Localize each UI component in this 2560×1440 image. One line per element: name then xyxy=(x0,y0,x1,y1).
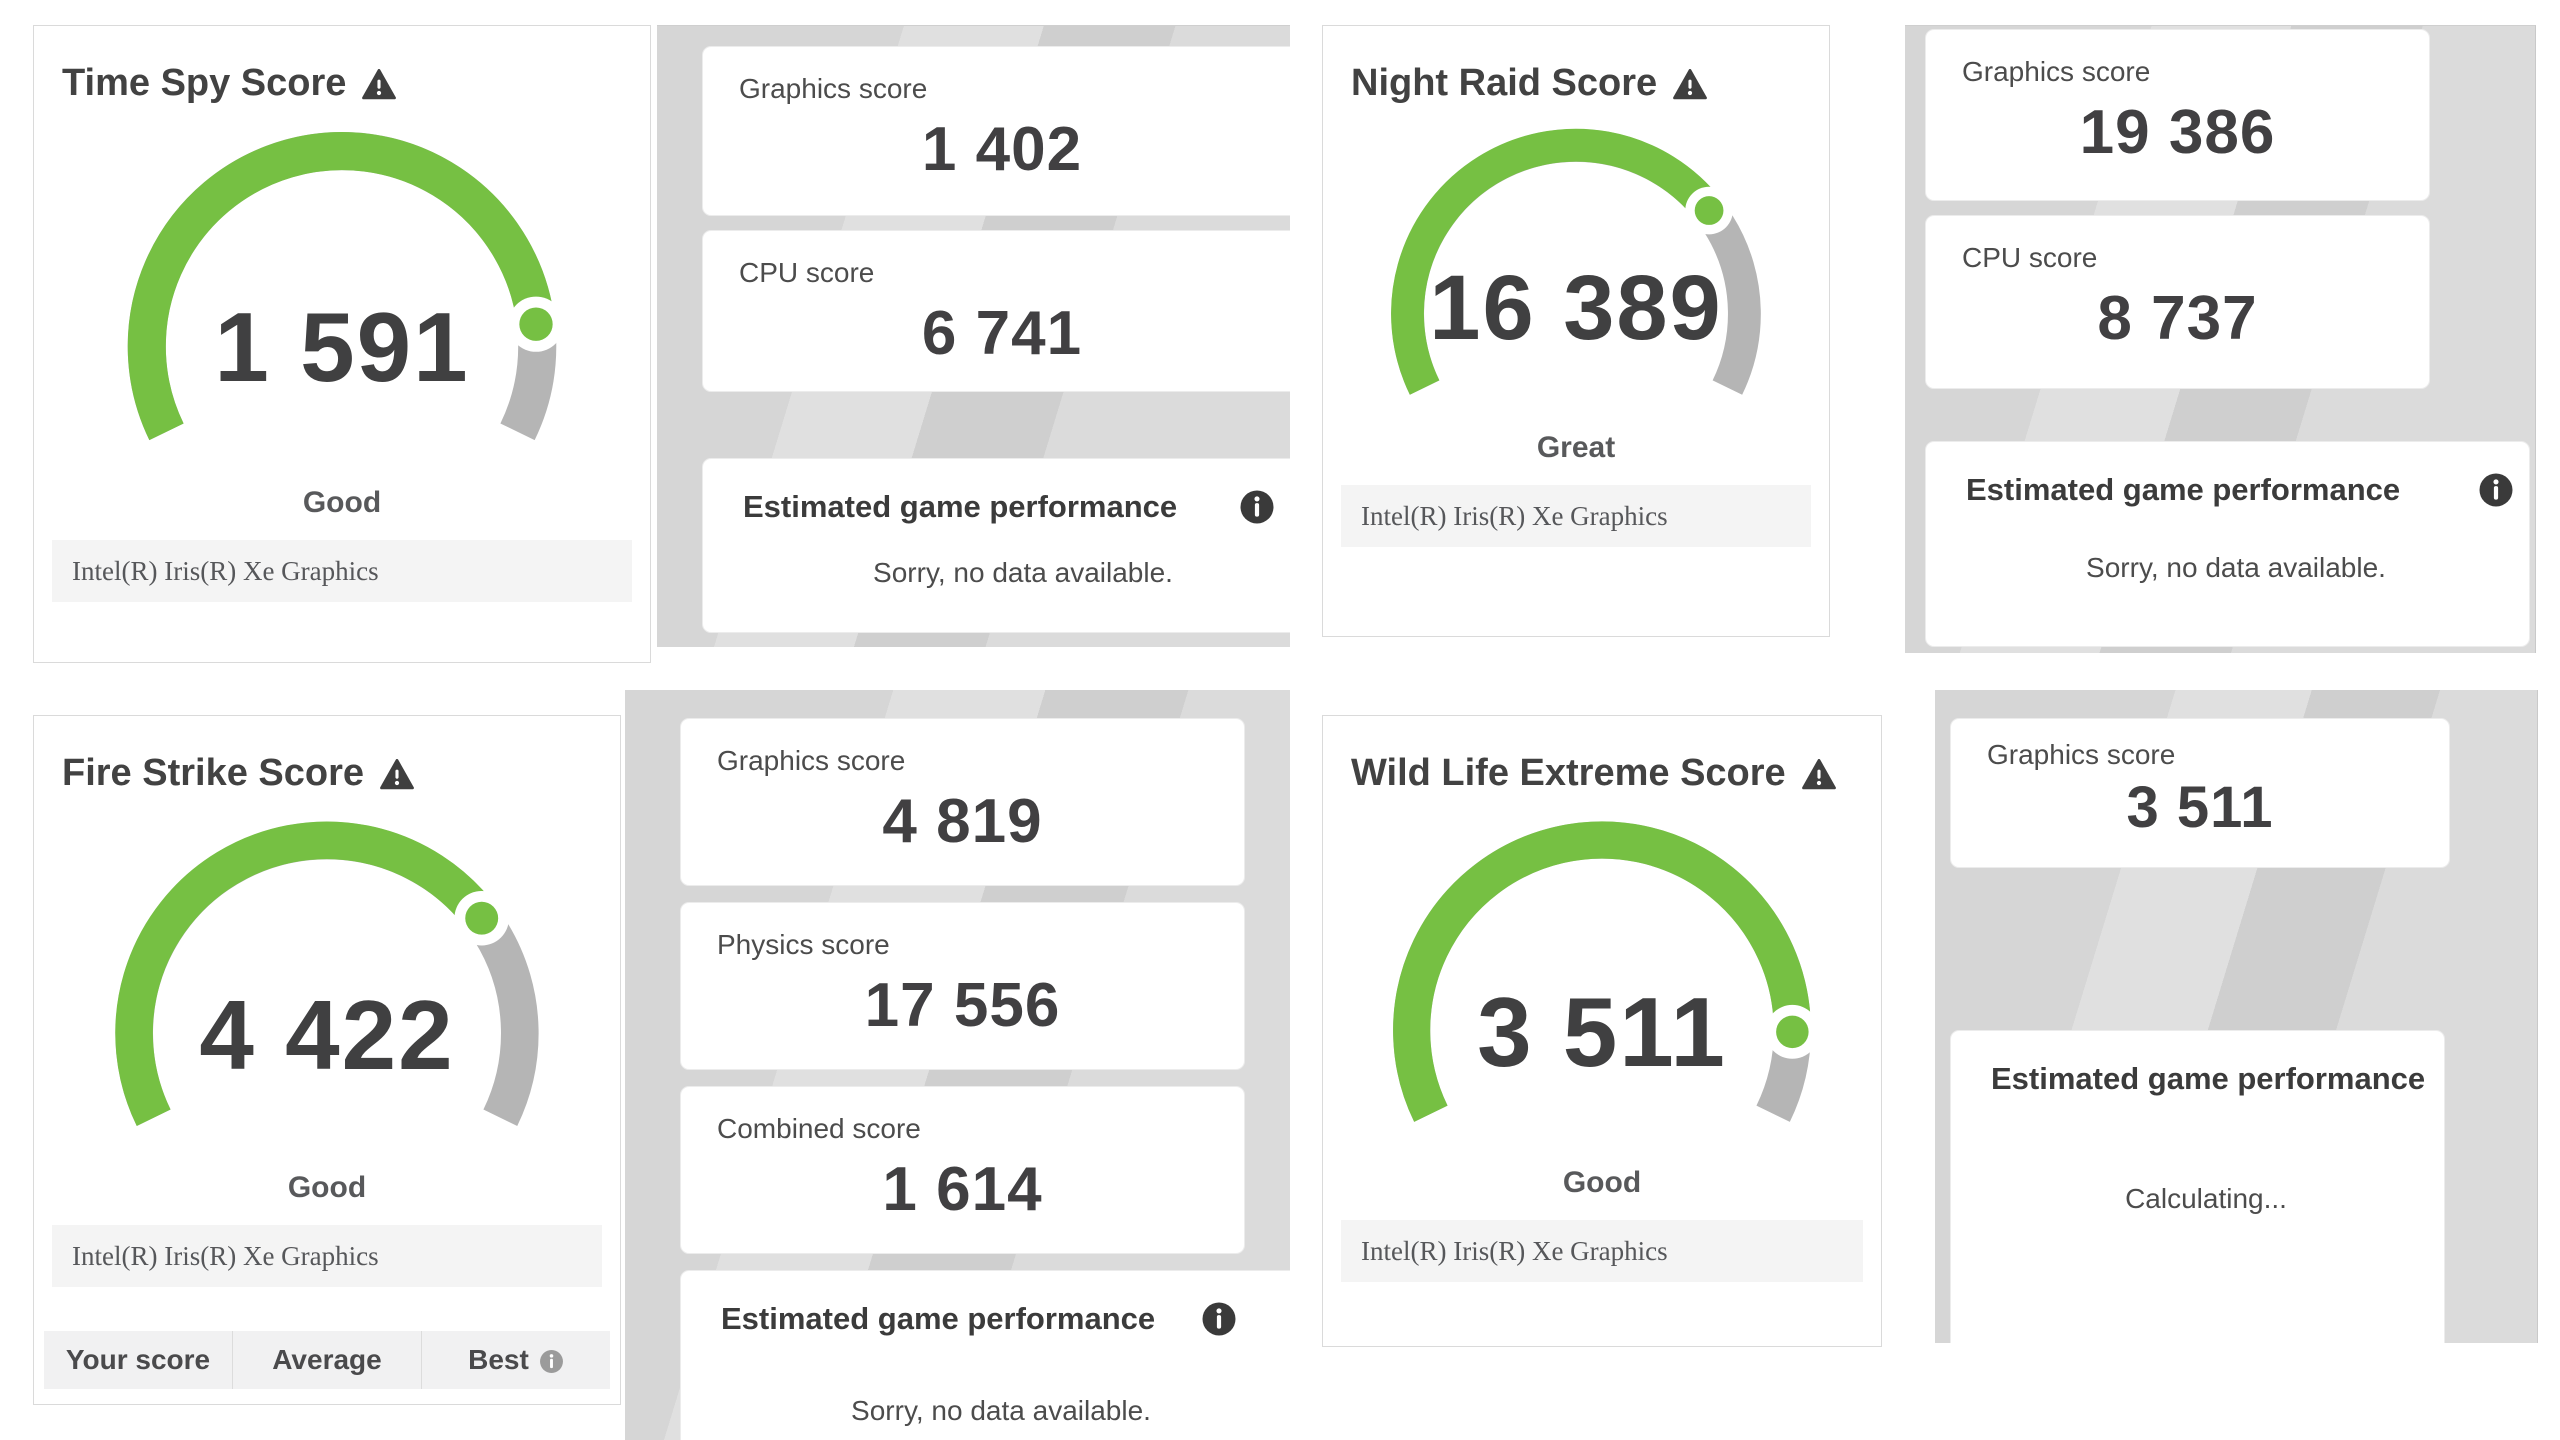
estimated-performance-message: Calculating... xyxy=(2125,1183,2287,1214)
sub-score-label: CPU score xyxy=(1962,242,2098,273)
sub-score-value: 1 614 xyxy=(882,1155,1043,1224)
estimated-performance-message: Sorry, no data available. xyxy=(851,1395,1151,1426)
info-icon[interactable] xyxy=(1239,489,1275,525)
panel-title: Wild Life Extreme Score xyxy=(1351,751,1786,794)
night-raid-score-card: Night Raid Score 16 389 Great Intel(R) I… xyxy=(1322,25,1830,637)
estimated-performance-card: Estimated game performance Sorry, no dat… xyxy=(680,1270,1290,1440)
fire-strike-subscores-zone: Graphics score 4 819 Physics score 17 55… xyxy=(625,690,1290,1440)
sub-score-label: Graphics score xyxy=(1962,56,2151,87)
score-gauge: 16 389 xyxy=(1323,110,1829,455)
graphics-score-card: Graphics score 3 511 xyxy=(1950,718,2450,868)
tab-average[interactable]: Average xyxy=(232,1331,421,1389)
physics-score-card: Physics score 17 556 xyxy=(680,902,1245,1070)
estimated-performance-title: Estimated game performance xyxy=(743,489,1178,524)
score-tabs: Your score Average Best xyxy=(44,1331,610,1389)
sub-score-value: 3 511 xyxy=(2126,775,2274,840)
sub-score-value: 19 386 xyxy=(2079,98,2276,167)
main-score: 1 591 xyxy=(214,292,470,402)
fire-strike-title-row: Fire Strike Score xyxy=(34,716,620,800)
wild-life-extreme-panel: Wild Life Extreme Score 3 511 Good Intel… xyxy=(1290,690,2560,1440)
gauge-arc xyxy=(34,110,650,510)
estimated-performance-header: Estimated game performance xyxy=(743,489,1290,525)
sub-score-value: 17 556 xyxy=(864,971,1061,1040)
night-raid-panel: Night Raid Score 16 389 Great Intel(R) I… xyxy=(1290,0,2560,690)
cpu-score-card: CPU score 8 737 xyxy=(1925,215,2430,389)
time-spy-score-card: Time Spy Score 1 591 Good Intel(R) Iris(… xyxy=(33,25,651,663)
graphics-score-card: Graphics score 19 386 xyxy=(1925,29,2430,201)
main-score: 16 389 xyxy=(1429,256,1723,359)
fire-strike-panel: Fire Strike Score 4 422 Good Intel(R) Ir… xyxy=(0,690,1290,1440)
fire-strike-score-card: Fire Strike Score 4 422 Good Intel(R) Ir… xyxy=(33,715,621,1405)
score-rating: Good xyxy=(302,486,382,519)
warning-icon[interactable] xyxy=(380,758,414,790)
sub-score-label: Combined score xyxy=(717,1113,921,1144)
warning-icon[interactable] xyxy=(1673,68,1708,100)
score-rating: Good xyxy=(287,1171,367,1204)
estimated-performance-header: Estimated game performance xyxy=(721,1301,1290,1337)
sub-score-label: Physics score xyxy=(717,929,890,960)
estimated-performance-title: Estimated game performance xyxy=(721,1301,1156,1336)
gauge-arc xyxy=(34,800,620,1195)
tab-best[interactable]: Best xyxy=(421,1331,610,1389)
sub-score-label: CPU score xyxy=(739,257,875,288)
score-gauge: 3 511 xyxy=(1323,800,1881,1190)
gauge-arc xyxy=(1323,800,1881,1190)
info-icon[interactable] xyxy=(1201,1301,1237,1337)
score-rating: Great xyxy=(1536,431,1616,464)
info-icon[interactable] xyxy=(2478,472,2514,508)
time-spy-title-row: Time Spy Score xyxy=(34,26,650,110)
sub-score-value: 4 819 xyxy=(882,787,1043,856)
estimated-performance-title: Estimated game performance xyxy=(1991,1061,2426,1096)
sub-score-label: Graphics score xyxy=(1987,739,2176,770)
warning-icon[interactable] xyxy=(1801,758,1836,790)
panel-title: Fire Strike Score xyxy=(62,751,365,794)
estimated-performance-header: Estimated game performance xyxy=(1991,1061,2444,1097)
score-gauge: 1 591 xyxy=(34,110,650,510)
time-spy-subscores-zone: Graphics score 1 402 CPU score 6 741 Est… xyxy=(657,25,1290,647)
wild-life-extreme-title-row: Wild Life Extreme Score xyxy=(1323,716,1881,800)
panel-title: Time Spy Score xyxy=(62,61,347,104)
score-rating: Good xyxy=(1562,1166,1642,1199)
main-score: 3 511 xyxy=(1477,977,1727,1088)
combined-score-card: Combined score 1 614 xyxy=(680,1086,1245,1254)
sub-score-label: Graphics score xyxy=(717,745,906,776)
estimated-performance-card: Estimated game performance Sorry, no dat… xyxy=(702,458,1290,633)
time-spy-panel: Time Spy Score 1 591 Good Intel(R) Iris(… xyxy=(0,0,1290,690)
gpu-name-bar: Intel(R) Iris(R) Xe Graphics xyxy=(52,1225,602,1287)
estimated-performance-card: Estimated game performance Calculating..… xyxy=(1950,1030,2445,1343)
estimated-performance-message: Sorry, no data available. xyxy=(873,557,1173,588)
tab-your-score[interactable]: Your score xyxy=(65,1344,211,1375)
info-icon[interactable] xyxy=(539,1349,564,1374)
sub-score-label: Graphics score xyxy=(739,73,928,104)
estimated-performance-header: Estimated game performance xyxy=(1966,472,2529,508)
cpu-score-card: CPU score 6 741 xyxy=(702,230,1290,392)
graphics-score-card: Graphics score 1 402 xyxy=(702,46,1290,216)
main-score: 4 422 xyxy=(199,979,455,1090)
wild-life-extreme-score-card: Wild Life Extreme Score 3 511 Good Intel… xyxy=(1322,715,1882,1347)
tab-best-label: Best xyxy=(468,1344,529,1375)
night-raid-title-row: Night Raid Score xyxy=(1323,26,1829,110)
sub-score-value: 1 402 xyxy=(921,115,1083,184)
gpu-name-bar: Intel(R) Iris(R) Xe Graphics xyxy=(1341,485,1811,547)
sub-score-value: 6 741 xyxy=(921,299,1083,368)
panel-title: Night Raid Score xyxy=(1351,61,1658,104)
night-raid-subscores-zone: Graphics score 19 386 CPU score 8 737 Es… xyxy=(1905,25,2536,653)
graphics-score-card: Graphics score 4 819 xyxy=(680,718,1245,886)
gauge-arc xyxy=(1323,110,1829,455)
gpu-name-bar: Intel(R) Iris(R) Xe Graphics xyxy=(52,540,632,602)
sub-score-value: 8 737 xyxy=(2097,284,2258,353)
wild-life-extreme-subscores-zone: Graphics score 3 511 Estimated game perf… xyxy=(1935,690,2538,1343)
estimated-performance-message: Sorry, no data available. xyxy=(2086,552,2386,583)
warning-icon[interactable] xyxy=(362,68,397,100)
gpu-name-bar: Intel(R) Iris(R) Xe Graphics xyxy=(1341,1220,1863,1282)
score-gauge: 4 422 xyxy=(34,800,620,1195)
estimated-performance-title: Estimated game performance xyxy=(1966,472,2401,507)
estimated-performance-card: Estimated game performance Sorry, no dat… xyxy=(1925,441,2530,647)
